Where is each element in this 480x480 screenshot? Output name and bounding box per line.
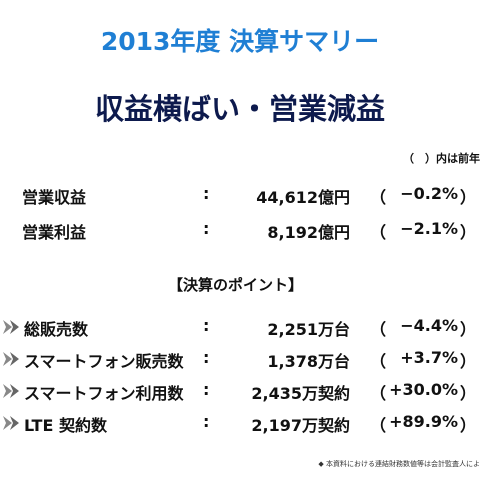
separator: : bbox=[203, 380, 210, 399]
points-heading: 【決算のポイント】 bbox=[168, 276, 304, 294]
row-label: LTE 契約数 bbox=[24, 416, 107, 435]
row-change: −4.4% bbox=[400, 316, 458, 335]
paren: （ bbox=[370, 320, 387, 339]
paren: ） bbox=[459, 352, 476, 371]
paren: ） bbox=[459, 188, 476, 207]
separator: : bbox=[203, 348, 210, 367]
footer: ◆ 本資料における連結財務数値等は会計監査人によ bbox=[318, 460, 480, 468]
summary-row: 営業利益: 8,192億円 （ −2.1%） bbox=[0, 215, 480, 243]
row-value: 1,378万台 bbox=[267, 352, 350, 371]
separator: : bbox=[203, 184, 210, 203]
separator: : bbox=[203, 412, 210, 431]
summary-row: スマートフォン利用数: 2,435万契約 （+30.0%） bbox=[0, 376, 480, 404]
separator: : bbox=[203, 316, 210, 335]
summary-row: LTE 契約数: 2,197万契約 （+89.9%） bbox=[0, 408, 480, 436]
separator: : bbox=[203, 219, 210, 238]
summary-row: 総販売数: 2,251万台 （ −4.4%） bbox=[0, 312, 480, 340]
row-change: −0.2% bbox=[400, 184, 458, 203]
subtitle: 収益横ばい・営業減益 bbox=[94, 92, 385, 126]
row-value: 2,251万台 bbox=[267, 320, 350, 339]
paren: （ bbox=[370, 223, 387, 242]
title: 2013年度 決算サマリー bbox=[100, 27, 380, 56]
row-value: 2,435万契約 bbox=[251, 384, 350, 403]
row-value: 44,612億円 bbox=[256, 188, 350, 207]
row-change: −2.1% bbox=[400, 219, 458, 238]
paren: ） bbox=[459, 223, 476, 242]
paren: （ bbox=[370, 416, 387, 435]
row-label: スマートフォン販売数 bbox=[24, 352, 184, 371]
bullet-arrow bbox=[3, 320, 19, 334]
row-change: +3.7% bbox=[400, 348, 458, 367]
bullet-arrow bbox=[3, 416, 19, 430]
row-change: +30.0% bbox=[389, 380, 458, 399]
bullet-arrow bbox=[3, 384, 19, 398]
row-value: 2,197万契約 bbox=[251, 416, 350, 435]
paren: （ bbox=[370, 188, 387, 207]
row-value: 8,192億円 bbox=[267, 223, 350, 242]
summary-row: 営業収益: 44,612億円 （ −0.2%） bbox=[0, 180, 480, 208]
paren: （ bbox=[370, 384, 387, 403]
row-label: 総販売数 bbox=[24, 320, 89, 339]
row-label: スマートフォン利用数 bbox=[24, 384, 184, 403]
paren: ） bbox=[459, 384, 476, 403]
paren: ） bbox=[459, 416, 476, 435]
paren: ） bbox=[459, 320, 476, 339]
row-label: 営業収益 bbox=[22, 188, 87, 207]
paren: （ bbox=[370, 352, 387, 371]
bullet-arrow bbox=[3, 352, 19, 366]
row-change: +89.9% bbox=[389, 412, 458, 431]
row-label: 営業利益 bbox=[22, 223, 87, 242]
summary-row: スマートフォン販売数: 1,378万台 （ +3.7%） bbox=[0, 344, 480, 372]
note: （ ）内は前年 bbox=[403, 152, 480, 165]
